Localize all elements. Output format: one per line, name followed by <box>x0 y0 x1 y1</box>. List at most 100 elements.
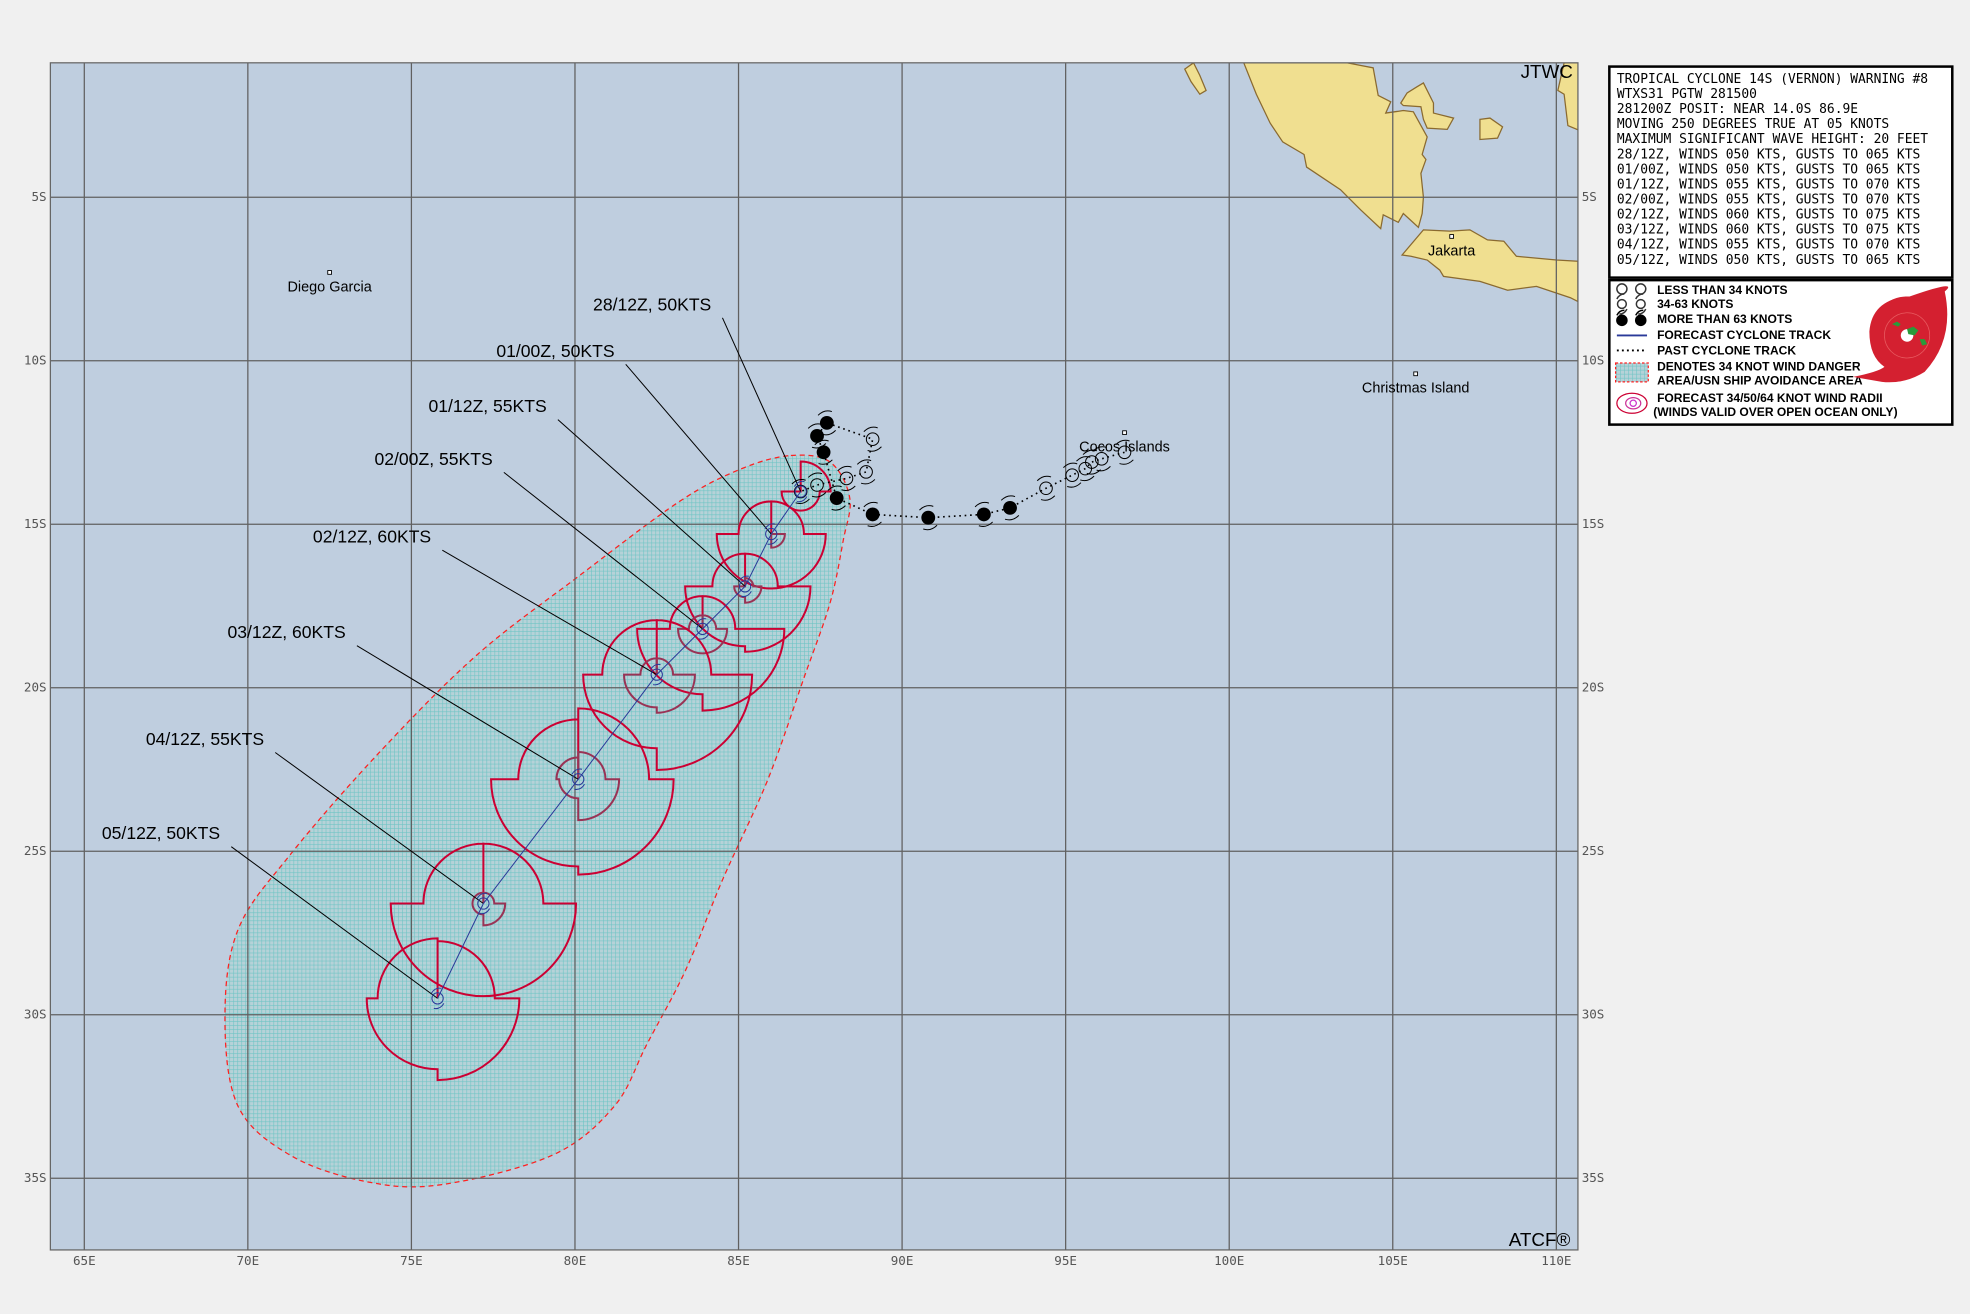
past-position-open-marker[interactable] <box>1115 439 1134 465</box>
leader-line <box>625 363 772 535</box>
info-line: 03/12Z, WINDS 060 KTS, GUSTS TO 075 KTS <box>1617 223 1920 238</box>
lat-tick-label-left: 20S <box>24 679 47 694</box>
place-label: Jakarta <box>1428 243 1476 259</box>
past-position-open-marker[interactable] <box>1063 462 1082 488</box>
sumatra <box>1243 62 1428 230</box>
place-marker <box>1449 234 1454 239</box>
34-63-knots-icon <box>1616 293 1647 315</box>
forecast-position-marker[interactable] <box>764 523 778 545</box>
place-marker <box>327 270 332 275</box>
axis-labels: 65E 70E 75E 80E 85E 90E 95E 100E 105E 110E 5S 5S 10S… <box>24 189 1604 1268</box>
leader-line <box>442 549 658 676</box>
jtwc-logo <box>1853 286 1949 383</box>
land <box>1183 62 1578 303</box>
lat-tick-label-right: 30S <box>1582 1006 1605 1021</box>
leader-line <box>274 752 484 904</box>
past-position-filled-marker[interactable] <box>974 501 994 527</box>
past-position-filled-marker[interactable] <box>919 505 938 531</box>
lon-tick-label: 100E <box>1214 1253 1244 1268</box>
lat-tick-label-right: 5S <box>1582 189 1597 204</box>
lon-tick-label: 95E <box>1054 1253 1077 1268</box>
info-line: 04/12Z, WINDS 055 KTS, GUSTS TO 070 KTS <box>1617 238 1920 253</box>
forecast-position-marker[interactable] <box>793 480 808 503</box>
wind-radii-50kt <box>555 751 621 822</box>
forecast-track <box>430 480 808 1010</box>
place-label: Cocos Islands <box>1079 440 1170 456</box>
forecast-label: 28/12Z, 50KTS <box>593 294 711 314</box>
lat-tick-label-left: 10S <box>24 352 47 367</box>
legend-item-label: (WINDS VALID OVER OPEN OCEAN ONLY) <box>1653 405 1897 419</box>
info-line: 281200Z POSIT: NEAR 14.0S 86.9E <box>1617 102 1858 117</box>
forecast-label: 04/12Z, 55KTS <box>146 729 264 749</box>
wind-radii <box>365 460 832 1082</box>
legend-item-label: FORECAST 34/50/64 KNOT WIND RADII <box>1657 391 1883 405</box>
forecast-position-marker[interactable] <box>650 663 664 686</box>
info-line: 05/12Z, WINDS 050 KTS, GUSTS TO 065 KTS <box>1617 253 1920 268</box>
past-position-open-marker[interactable] <box>856 459 876 485</box>
wind-radii-50kt <box>733 577 763 604</box>
forecast-leader-lines <box>230 317 802 999</box>
forecast-label: 02/12Z, 60KTS <box>313 527 431 547</box>
info-line: 02/12Z, WINDS 060 KTS, GUSTS TO 075 KTS <box>1617 208 1920 223</box>
wind-radii-50kt <box>770 533 786 549</box>
danger-area-icon <box>1614 362 1649 383</box>
legend-item-label: AREA/USN SHIP AVOIDANCE AREA <box>1657 373 1863 387</box>
wind-radii-34kt <box>684 552 812 653</box>
forecast-position-marker[interactable] <box>571 768 585 791</box>
past-position-filled-marker[interactable] <box>817 410 837 436</box>
place-marker <box>1413 371 1418 377</box>
past-track <box>791 410 1134 531</box>
past-position-open-marker[interactable] <box>863 426 882 452</box>
forecast-position-marker[interactable] <box>738 575 752 598</box>
lat-tick-label-right: 20S <box>1582 679 1605 694</box>
lon-tick-label: 105E <box>1378 1253 1408 1268</box>
map-border <box>49 62 1579 1251</box>
nias-island <box>1183 62 1207 96</box>
leader-line <box>557 419 746 587</box>
forecast-position-marker[interactable] <box>476 892 491 915</box>
lon-tick-label: 110E <box>1541 1253 1571 1268</box>
wind-radii-34kt <box>490 707 675 876</box>
lat-tick-label-left: 35S <box>24 1170 47 1185</box>
leader-line <box>356 645 579 780</box>
forecast-label: 01/00Z, 50KTS <box>496 341 614 361</box>
info-line: 01/00Z, WINDS 050 KTS, GUSTS TO 065 KTS <box>1617 162 1920 177</box>
lon-tick-label: 65E <box>73 1253 96 1268</box>
past-position-filled-marker[interactable] <box>863 501 882 527</box>
lat-tick-label-left: 30S <box>24 1006 47 1021</box>
info-line: TROPICAL CYCLONE 14S (VERNON) WARNING #8 <box>1617 72 1928 87</box>
info-line: MAXIMUM SIGNIFICANT WAVE HEIGHT: 20 FEET <box>1617 132 1928 147</box>
info-line: MOVING 250 DEGREES TRUE AT 05 KNOTS <box>1617 117 1889 132</box>
forecast-label: 05/12Z, 50KTS <box>102 823 220 843</box>
lat-tick-label-left: 5S <box>31 189 46 204</box>
place-labels: Diego Garcia Cocos Islands Christmas Islan… <box>288 234 1476 456</box>
legend-item-label: 34-63 KNOTS <box>1657 297 1733 311</box>
legend-item-label: LESS THAN 34 KNOTS <box>1657 283 1788 297</box>
past-position-open-marker[interactable] <box>791 479 810 505</box>
forecast-position-marker[interactable] <box>430 987 445 1010</box>
leader-line <box>721 317 802 492</box>
past-position-filled-marker[interactable] <box>1000 495 1020 521</box>
forecast-labels: 28/12Z, 50KTS 01/00Z, 50KTS 01/12Z, 55KTS 0… <box>102 294 711 843</box>
past-position-filled-marker[interactable] <box>827 485 846 511</box>
past-position-open-marker[interactable] <box>1076 456 1095 482</box>
forecast-position-marker[interactable] <box>695 618 710 640</box>
past-position-open-marker[interactable] <box>837 465 856 491</box>
info-line: WTXS31 PGTW 281500 <box>1617 87 1757 102</box>
forecast-label: 01/12Z, 55KTS <box>428 396 546 416</box>
legend-item-label: PAST CYCLONE TRACK <box>1657 343 1796 357</box>
past-position-open-marker[interactable] <box>807 472 827 498</box>
map-panel[interactable]: Diego Garcia Cocos Islands Christmas Islan… <box>50 61 1583 1250</box>
wind-radii-34kt <box>389 842 578 998</box>
info-line: 02/00Z, WINDS 055 KTS, GUSTS TO 070 KTS <box>1617 193 1920 208</box>
lat-tick-label-left: 15S <box>24 516 47 531</box>
past-track-line <box>800 421 1125 519</box>
wind-radii-50kt <box>471 891 507 927</box>
graticule <box>50 62 1578 1250</box>
forecast-label: 03/12Z, 60KTS <box>228 622 346 642</box>
past-position-open-marker[interactable] <box>1036 475 1056 501</box>
lon-tick-label: 85E <box>727 1253 750 1268</box>
place-marker <box>1122 430 1127 435</box>
wind-radii-50kt <box>677 614 729 655</box>
